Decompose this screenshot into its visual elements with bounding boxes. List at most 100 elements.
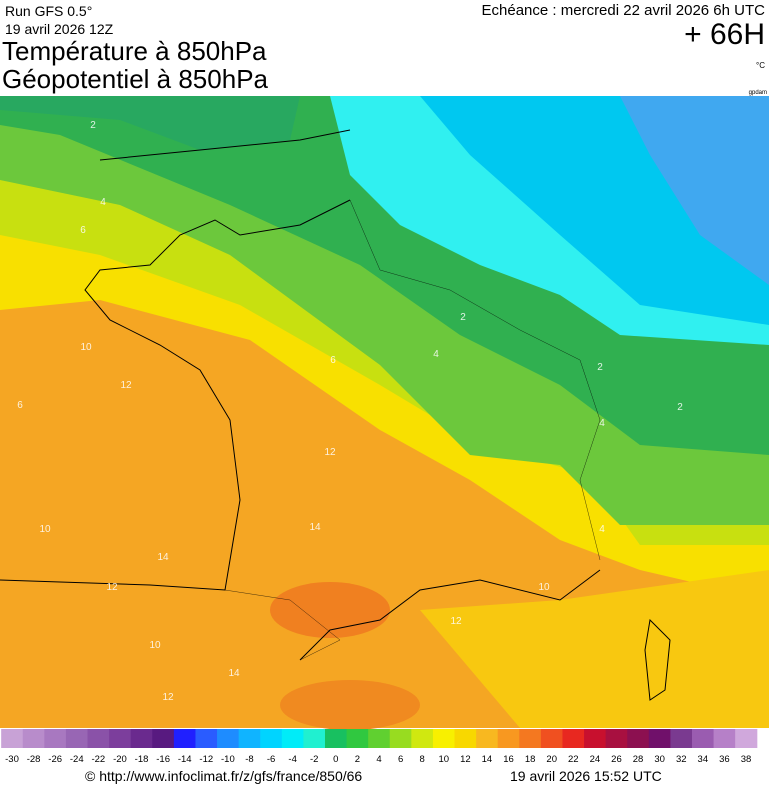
colorbar-label: 6 bbox=[398, 754, 403, 765]
colorbar-swatch bbox=[346, 729, 369, 748]
contour-label: 4 bbox=[599, 418, 605, 429]
colorbar-swatch bbox=[497, 729, 520, 748]
colorbar-label: 12 bbox=[460, 754, 471, 765]
valid-time: Echéance : mercredi 22 avril 2026 6h UTC bbox=[482, 2, 766, 19]
run-date: 19 avril 2026 12Z bbox=[5, 21, 114, 37]
colorbar-label: 18 bbox=[525, 754, 536, 765]
colorbar-label: -8 bbox=[245, 754, 253, 765]
colorbar-label: 10 bbox=[438, 754, 449, 765]
contour-label: 6 bbox=[17, 400, 23, 411]
colorbar-swatch bbox=[1, 729, 24, 748]
contour-label: 10 bbox=[39, 524, 51, 535]
colorbar-label: -14 bbox=[178, 754, 192, 765]
contour-label: 10 bbox=[538, 582, 550, 593]
colorbar-label: 34 bbox=[698, 754, 709, 765]
contour-label: 4 bbox=[433, 349, 439, 360]
colorbar-swatch bbox=[217, 729, 240, 748]
colorbar-label: -16 bbox=[156, 754, 170, 765]
colorbar-swatch bbox=[368, 729, 391, 748]
colorbar-swatch bbox=[65, 729, 89, 748]
colorbar-swatch bbox=[648, 729, 671, 748]
colorbar-swatch bbox=[44, 729, 67, 748]
colorbar-swatch bbox=[152, 729, 175, 748]
colorbar-label: 36 bbox=[719, 754, 730, 765]
contour-label: 12 bbox=[120, 380, 132, 391]
generated: 19 avril 2026 15:52 UTC bbox=[510, 768, 662, 784]
contour-label: 4 bbox=[599, 524, 605, 535]
colorbar-swatch bbox=[173, 729, 197, 748]
colorbar-label: -2 bbox=[310, 754, 318, 765]
colorbar-swatch bbox=[260, 729, 283, 748]
colorbar-label: 14 bbox=[482, 754, 493, 765]
colorbar-label: 26 bbox=[611, 754, 622, 765]
colorbar-swatch bbox=[87, 729, 110, 748]
colorbar-swatch bbox=[562, 729, 585, 748]
colorbar-label: 20 bbox=[546, 754, 557, 765]
colorbar-label: 28 bbox=[633, 754, 644, 765]
colorbar: -30 -28 -26 -24 -22 -20 -18 -16 -14 -12 -10 -8 -6 -4-… bbox=[1, 729, 758, 765]
colorbar-label: 38 bbox=[741, 754, 752, 765]
colorbar-swatch bbox=[605, 729, 628, 748]
colorbar-label: -20 bbox=[113, 754, 127, 765]
contour-label: 6 bbox=[330, 355, 336, 366]
colorbar-label: -26 bbox=[48, 754, 62, 765]
colorbar-swatch bbox=[713, 729, 736, 748]
contour-label: 12 bbox=[450, 616, 462, 627]
colorbar-swatch bbox=[281, 729, 304, 748]
title: Température à 850hPa bbox=[2, 36, 267, 66]
contour-label: 2 bbox=[460, 312, 466, 323]
subtitle: Géopotentiel à 850hPa bbox=[2, 64, 269, 94]
colorbar-swatch bbox=[303, 729, 326, 748]
colorbar-swatch bbox=[432, 729, 456, 748]
colorbar-swatch bbox=[195, 729, 218, 748]
colorbar-swatch bbox=[22, 729, 45, 748]
colorbar-swatch bbox=[670, 729, 693, 748]
colorbar-swatch bbox=[411, 729, 434, 748]
map: 2 4 6 10 12 6 10 14 12 10 14 12 12 10 14 12 4 2 6 4 2 4 2 bbox=[0, 96, 769, 730]
tag: gpdam bbox=[749, 90, 767, 96]
colorbar-swatch bbox=[238, 729, 261, 748]
colorbar-label: 8 bbox=[420, 754, 425, 765]
colorbar-label: 0 bbox=[333, 754, 338, 765]
contour-label: 4 bbox=[100, 197, 106, 208]
contour-label: 6 bbox=[80, 225, 86, 236]
colorbar-label: -22 bbox=[91, 754, 105, 765]
colorbar-label: 32 bbox=[676, 754, 687, 765]
colorbar-label: 22 bbox=[568, 754, 579, 765]
contour-label: 14 bbox=[228, 668, 240, 679]
contour-label: 14 bbox=[309, 522, 321, 533]
colorbar-label: -24 bbox=[70, 754, 84, 765]
colorbar-label: -4 bbox=[288, 754, 296, 765]
colorbar-swatch bbox=[735, 729, 758, 748]
colorbar-label: 2 bbox=[355, 754, 360, 765]
colorbar-swatch bbox=[519, 729, 542, 748]
run: Run GFS 0.5° bbox=[5, 3, 92, 19]
colorbar-label: -28 bbox=[27, 754, 41, 765]
colorbar-swatch bbox=[627, 729, 650, 748]
contour-label: 10 bbox=[149, 640, 161, 651]
contour-label: 2 bbox=[597, 362, 603, 373]
contour-labels: 2 4 6 10 12 6 10 14 12 10 14 12 12 10 14 12 4 2 6 4 2 4 2 bbox=[17, 120, 683, 703]
contour-label: 12 bbox=[106, 582, 118, 593]
colorbar-label: 24 bbox=[590, 754, 601, 765]
contour-label: 2 bbox=[90, 120, 96, 131]
source: © http://www.infoclimat.fr/z/gfs/france/… bbox=[85, 768, 362, 784]
colorbar-swatch bbox=[324, 729, 348, 748]
unit: °C bbox=[756, 61, 765, 70]
contour-label: 10 bbox=[80, 342, 92, 353]
colorbar-swatch bbox=[476, 729, 499, 748]
colorbar-swatch bbox=[540, 729, 564, 748]
colorbar-swatch bbox=[454, 729, 477, 748]
colorbar-label: -30 bbox=[5, 754, 19, 765]
colorbar-label: -10 bbox=[221, 754, 235, 765]
colorbar-swatch bbox=[691, 729, 715, 748]
colorbar-label: -18 bbox=[135, 754, 149, 765]
colorbar-label: 4 bbox=[376, 754, 381, 765]
colorbar-label: -12 bbox=[199, 754, 213, 765]
colorbar-label: -6 bbox=[267, 754, 275, 765]
contour-label: 14 bbox=[157, 552, 169, 563]
colorbar-label: 16 bbox=[503, 754, 514, 765]
contour-label: 12 bbox=[162, 692, 174, 703]
colorbar-swatch bbox=[130, 729, 153, 748]
